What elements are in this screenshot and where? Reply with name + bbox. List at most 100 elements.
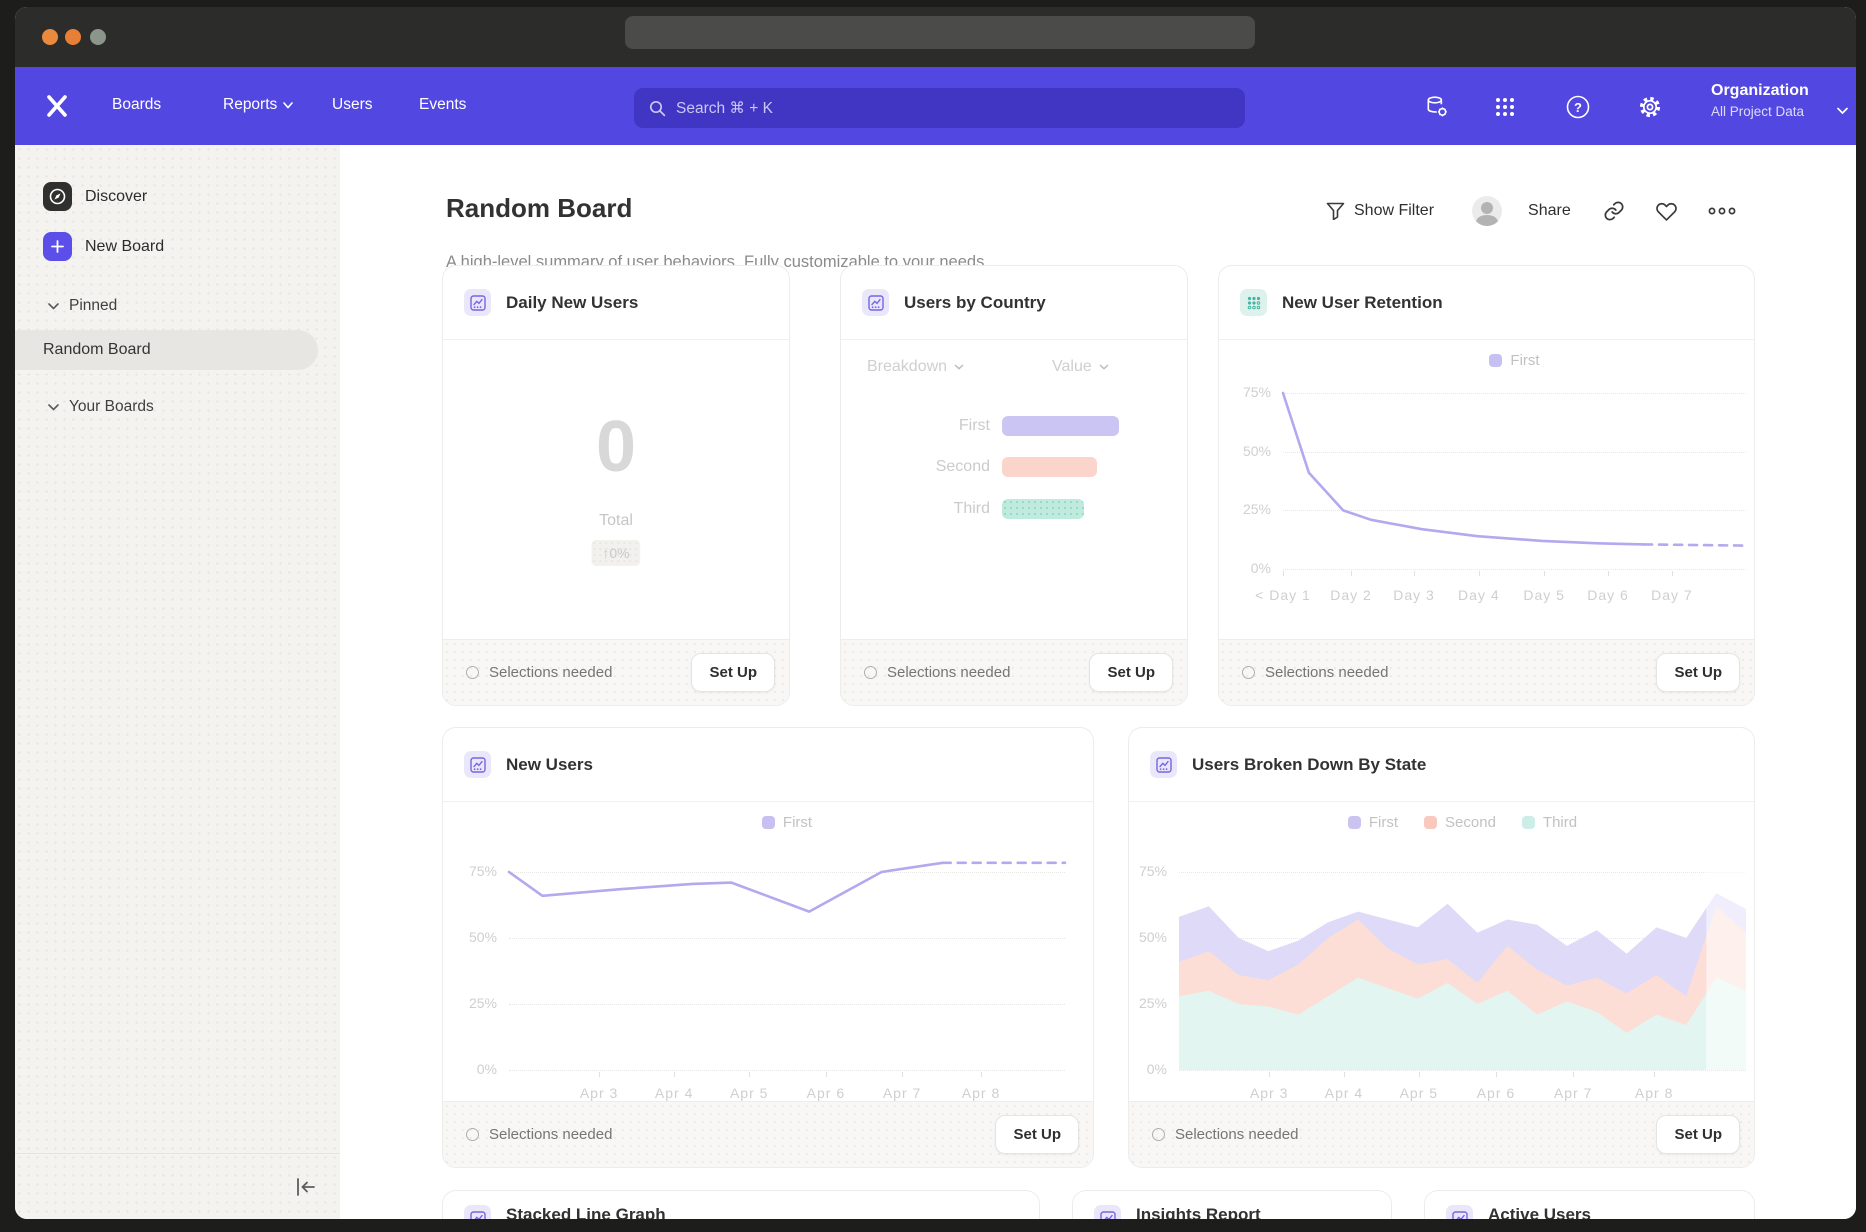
board-actions: Show Filter Share <box>1326 191 1736 231</box>
chart-plot <box>1129 802 1754 1101</box>
avatar[interactable] <box>1472 196 1502 226</box>
share-button[interactable]: Share <box>1528 202 1571 220</box>
insights-chart-icon <box>862 289 889 316</box>
status-text: Selections needed <box>1175 1126 1656 1143</box>
delta-badge: ↑0% <box>591 540 640 566</box>
chevron-down-icon <box>954 364 964 370</box>
chart-plot <box>1219 340 1754 639</box>
nav-item-boards[interactable]: Boards <box>112 96 161 114</box>
status-text: Selections needed <box>887 664 1089 681</box>
global-search-input[interactable]: Search ⌘ + K <box>634 88 1245 128</box>
status-circle-icon <box>466 666 479 679</box>
status-circle-icon <box>466 1128 479 1141</box>
org-project: All Project Data <box>1711 104 1809 119</box>
bar <box>1002 499 1084 519</box>
card-title: Users by Country <box>904 293 1046 313</box>
status-circle-icon <box>864 666 877 679</box>
bar-row: Second <box>841 457 1187 477</box>
insights-chart-icon <box>464 1205 491 1219</box>
sidebar-section-your-boards[interactable]: Your Boards <box>48 398 154 416</box>
plus-icon <box>43 232 72 261</box>
filter-icon[interactable] <box>1326 202 1345 220</box>
card-new-users: New Users First75%50%25%0%Apr 3Apr 4Apr … <box>442 727 1094 1168</box>
bar-label: Second <box>936 458 990 476</box>
status-circle-icon <box>1152 1128 1165 1141</box>
chevron-down-icon <box>48 404 59 411</box>
status-text: Selections needed <box>489 664 691 681</box>
bar <box>1002 457 1097 477</box>
column-label: Breakdown <box>867 358 947 376</box>
nav-item-reports[interactable]: Reports <box>223 96 293 114</box>
desktop: Boards Reports Users Events Search ⌘ + K… <box>0 0 1866 1232</box>
card-footer: Selections needed Set Up <box>1219 639 1754 705</box>
search-placeholder: Search ⌘ + K <box>676 99 773 118</box>
main-content: Random Board A high-level summary of use… <box>340 145 1856 1219</box>
retention-grid-icon <box>1240 289 1267 316</box>
status-circle-icon <box>1242 666 1255 679</box>
set-up-button[interactable]: Set Up <box>995 1115 1079 1154</box>
bar-label: Third <box>954 500 990 518</box>
bar <box>1002 416 1119 436</box>
nav-item-users[interactable]: Users <box>332 96 372 114</box>
insights-chart-icon <box>1094 1205 1121 1219</box>
column-label: Value <box>1052 358 1092 376</box>
help-icon[interactable]: ? <box>1563 92 1593 122</box>
sidebar-item-random-board[interactable]: Random Board <box>15 330 318 370</box>
sidebar-footer-divider <box>15 1153 340 1154</box>
sidebar: Discover New Board Pinned Random Board Y… <box>15 145 340 1219</box>
bar-row: First <box>841 416 1187 436</box>
status-text: Selections needed <box>489 1126 995 1143</box>
mixpanel-logo-icon[interactable] <box>44 93 70 119</box>
bar-label: First <box>959 417 990 435</box>
sidebar-label: Discover <box>85 188 147 206</box>
data-management-icon[interactable] <box>1422 92 1452 122</box>
traffic-light-zoom-button[interactable] <box>90 29 106 45</box>
section-label: Pinned <box>69 297 117 315</box>
settings-gear-icon[interactable] <box>1635 92 1665 122</box>
insights-chart-icon <box>464 289 491 316</box>
svg-text:?: ? <box>1574 100 1582 115</box>
page-title: Random Board <box>446 193 632 224</box>
card-title: Active Users <box>1488 1205 1591 1219</box>
chevron-down-icon <box>1099 364 1109 370</box>
sidebar-section-pinned[interactable]: Pinned <box>48 297 117 315</box>
favorite-heart-icon[interactable] <box>1655 200 1678 222</box>
org-switcher[interactable]: Organization All Project Data <box>1711 82 1809 119</box>
show-filter-button[interactable]: Show Filter <box>1354 202 1434 220</box>
bar-row: Third <box>841 499 1187 519</box>
chevron-down-icon <box>48 303 59 310</box>
big-number-label: Total <box>443 512 789 530</box>
card-footer: Selections needed Set Up <box>443 1101 1093 1167</box>
sidebar-item-new-board[interactable]: New Board <box>43 232 164 261</box>
nav-label: Reports <box>223 96 277 114</box>
copy-link-icon[interactable] <box>1603 200 1625 222</box>
sidebar-label: New Board <box>85 238 164 256</box>
retention-chart: First75%50%25%0%< Day 1Day 2Day 3Day 4Da… <box>1219 340 1754 639</box>
board-label: Random Board <box>43 341 151 359</box>
chevron-down-icon[interactable] <box>1837 102 1848 120</box>
nav-item-events[interactable]: Events <box>419 96 466 114</box>
chevron-down-icon <box>283 102 293 109</box>
traffic-light-minimize-button[interactable] <box>65 29 81 45</box>
collapse-sidebar-icon[interactable] <box>293 1175 319 1199</box>
breakdown-dropdown[interactable]: Breakdown <box>867 358 964 376</box>
set-up-button[interactable]: Set Up <box>691 653 775 692</box>
stacked-area-chart: FirstSecondThird75%50%25%0%Apr 3Apr 4Apr… <box>1129 802 1754 1101</box>
card-stacked-line-graph: Stacked Line Graph <box>442 1190 1040 1219</box>
chart-plot <box>443 802 1093 1101</box>
card-users-by-state: Users Broken Down By State FirstSecondTh… <box>1128 727 1755 1168</box>
card-title: Stacked Line Graph <box>506 1205 666 1219</box>
set-up-button[interactable]: Set Up <box>1089 653 1173 692</box>
value-dropdown[interactable]: Value <box>1052 358 1109 376</box>
set-up-button[interactable]: Set Up <box>1656 1115 1740 1154</box>
sidebar-item-discover[interactable]: Discover <box>43 182 147 211</box>
insights-chart-icon <box>1150 751 1177 778</box>
card-insights-report: Insights Report <box>1072 1190 1392 1219</box>
traffic-light-close-button[interactable] <box>42 29 58 45</box>
set-up-button[interactable]: Set Up <box>1656 653 1740 692</box>
more-options-icon[interactable] <box>1708 207 1736 215</box>
nav-label: Boards <box>112 96 161 114</box>
apps-grid-icon[interactable] <box>1490 92 1520 122</box>
browser-url-bar[interactable] <box>625 16 1255 49</box>
new-users-chart: First75%50%25%0%Apr 3Apr 4Apr 5Apr 6Apr … <box>443 802 1093 1101</box>
